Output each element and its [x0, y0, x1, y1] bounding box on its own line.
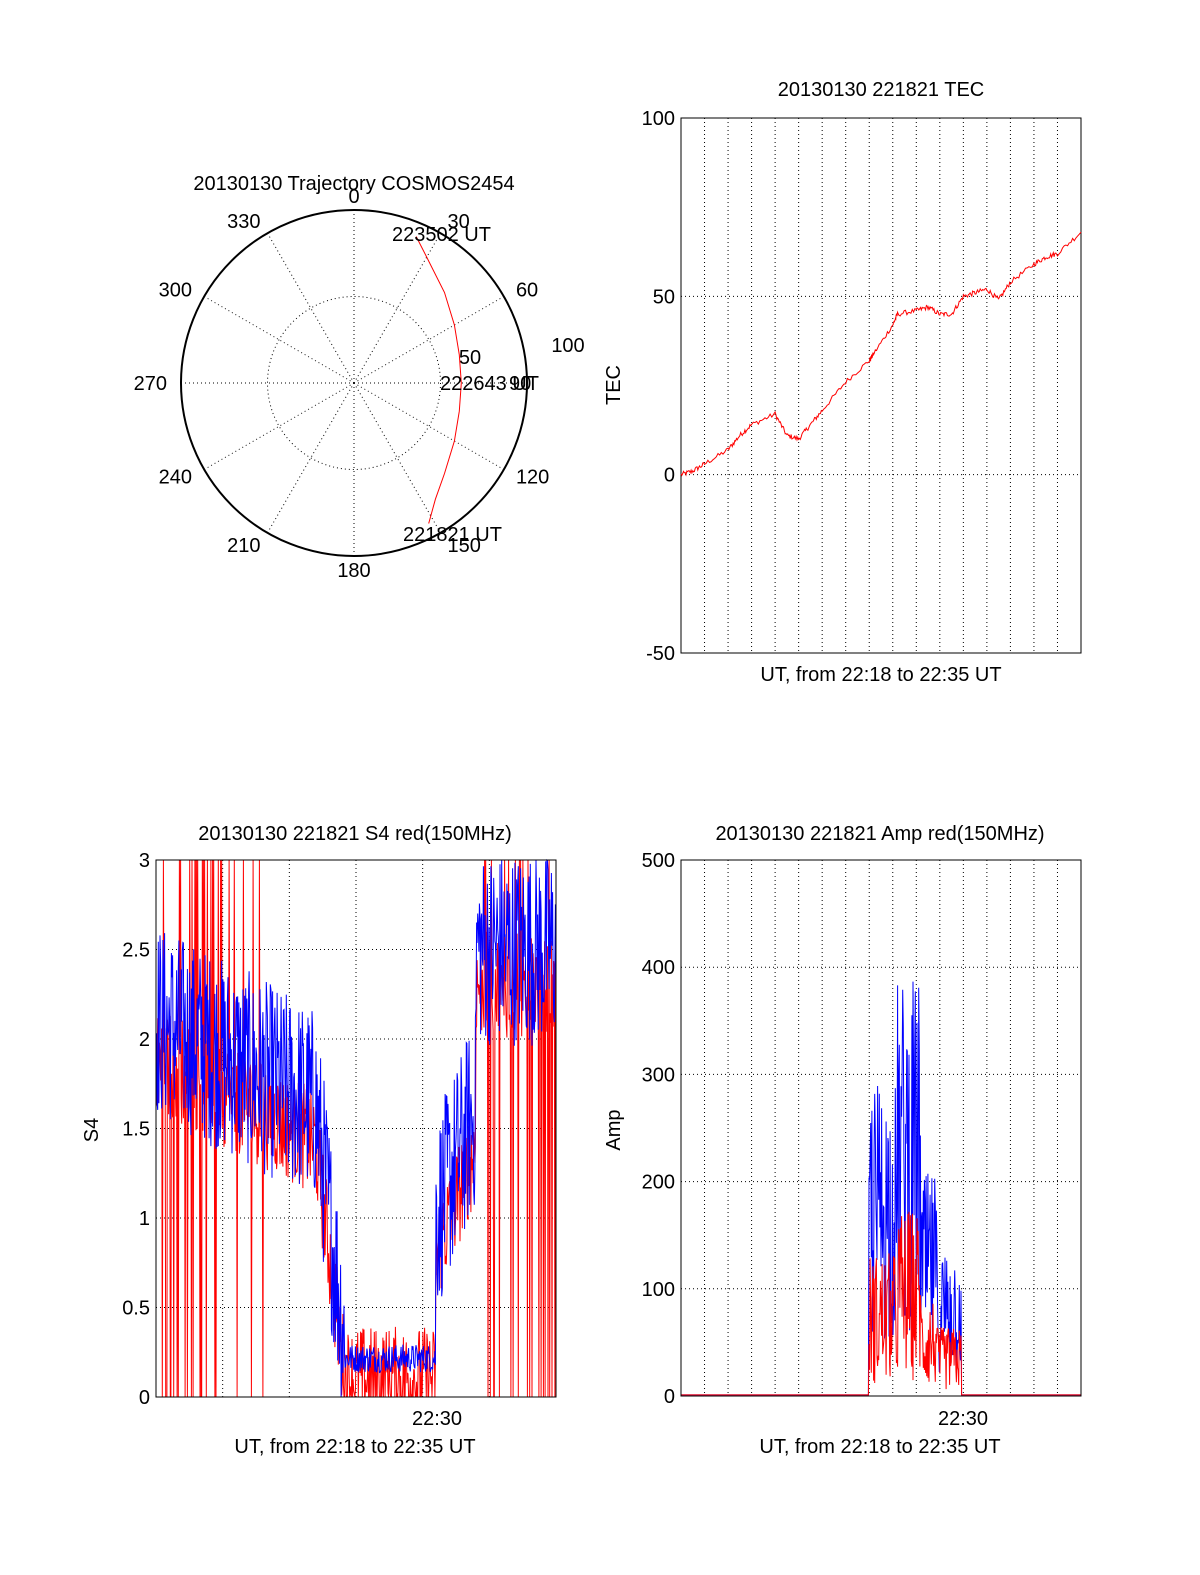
amp-red-series [681, 1211, 1081, 1396]
y-tick-label: 1 [139, 1208, 150, 1230]
y-tick-label: 50 [653, 286, 675, 308]
s4-x-tick-label: 22:30 [412, 1408, 462, 1430]
s4-blue-line [155, 858, 557, 1398]
amp-x-axis-label: UT, from 22:18 to 22:35 UT [759, 1436, 1000, 1458]
tec-y-ticks: 100 50 0 -50 [642, 108, 675, 665]
y-tick-label: 300 [642, 1064, 675, 1086]
s4-y-ticks: 3 2.5 2 1.5 1 0.5 0 [122, 850, 150, 1409]
y-tick-label: 100 [642, 1279, 675, 1301]
tec-x-axis-label: UT, from 22:18 to 22:35 UT [760, 664, 1001, 686]
polar-angle-label-120: 120 [516, 467, 549, 489]
polar-spoke-210 [267, 382, 355, 534]
amp-y-ticks: 500 400 300 200 100 0 [642, 850, 675, 1408]
polar-angle-label-90: 90 [509, 373, 531, 395]
trajectory-start-label: 221821 UT [403, 524, 502, 546]
tec-y-axis-label: TEC [603, 365, 625, 405]
tec-grid [681, 118, 1081, 653]
amp-blue-line [681, 981, 1081, 1396]
polar-spoke-30 [353, 232, 441, 384]
s4-plot-frame [155, 859, 557, 1398]
amp-y-axis-label: Amp [603, 1109, 625, 1150]
y-tick-label: 1.5 [122, 1119, 150, 1141]
polar-angle-label-300: 300 [159, 280, 192, 302]
y-tick-label: 100 [642, 108, 675, 130]
y-tick-label: 0 [664, 465, 675, 487]
polar-angle-label-180: 180 [337, 560, 370, 582]
y-tick-label: 3 [139, 850, 150, 872]
polar-angle-labels: 0 30 60 90 120 150 180 210 240 270 300 330 [134, 186, 550, 582]
y-tick-label: -50 [646, 643, 675, 665]
polar-chart-title: 20130130 Trajectory COSMOS2454 [193, 173, 514, 195]
tec-series-line [680, 231, 1082, 477]
polar-radial-label-50: 50 [459, 347, 481, 369]
polar-angle-label-210: 210 [227, 535, 260, 557]
polar-angle-label-150: 150 [448, 535, 481, 557]
amp-chart-title: 20130130 221821 Amp red(150MHz) [715, 823, 1044, 845]
polar-spoke-330 [267, 232, 355, 384]
polar-spoke-120 [353, 382, 505, 470]
polar-radial-label-100: 100 [551, 335, 584, 357]
polar-angle-label-330: 330 [227, 211, 260, 233]
polar-spoke-300 [203, 296, 355, 384]
tec-chart-title: 20130130 221821 TEC [778, 79, 984, 101]
tec-chart: 20130130 221821 TEC 100 50 0 -50 TEC UT, fr… [603, 79, 1082, 686]
polar-angle-label-240: 240 [159, 467, 192, 489]
s4-chart-title: 20130130 221821 S4 red(150MHz) [198, 823, 512, 845]
amp-x-tick-label: 22:30 [938, 1408, 988, 1430]
polar-spoke-60 [353, 296, 505, 384]
y-tick-label: 2.5 [122, 940, 150, 962]
y-tick-label: 400 [642, 957, 675, 979]
s4-chart: 20130130 221821 S4 red(150MHz) 3 2.5 2 1.5 1… [81, 823, 557, 1458]
y-tick-label: 500 [642, 850, 675, 872]
tec-plot-frame [680, 117, 1082, 654]
trajectory-mid-label: 222643 UT [440, 373, 539, 395]
polar-angle-label-0: 0 [348, 186, 359, 208]
s4-blue-series [155, 858, 557, 1398]
s4-y-axis-label: S4 [81, 1118, 103, 1142]
polar-angle-label-30: 30 [448, 211, 470, 233]
y-tick-label: 0.5 [122, 1298, 150, 1320]
polar-grid [180, 209, 528, 557]
polar-angle-label-270: 270 [134, 373, 167, 395]
amp-plot-frame [680, 859, 1082, 1397]
amp-blue-series [681, 981, 1081, 1396]
trajectory-line [415, 236, 462, 524]
y-tick-label: 2 [139, 1029, 150, 1051]
y-tick-label: 0 [139, 1387, 150, 1409]
polar-spoke-240 [203, 382, 355, 470]
polar-trajectory-chart: 20130130 Trajectory COSMOS2454 0 30 60 90 12… [134, 173, 585, 582]
amp-red-line [681, 1211, 1081, 1396]
amp-chart: 20130130 221821 Amp red(150MHz) 500 400 30… [603, 823, 1082, 1458]
trajectory-end-label: 223502 UT [392, 224, 491, 246]
s4-x-axis-label: UT, from 22:18 to 22:35 UT [234, 1436, 475, 1458]
y-tick-label: 0 [664, 1386, 675, 1408]
polar-angle-label-60: 60 [516, 280, 538, 302]
polar-inner-ring [267, 296, 441, 470]
polar-spoke-150 [353, 382, 441, 534]
y-tick-label: 200 [642, 1172, 675, 1194]
